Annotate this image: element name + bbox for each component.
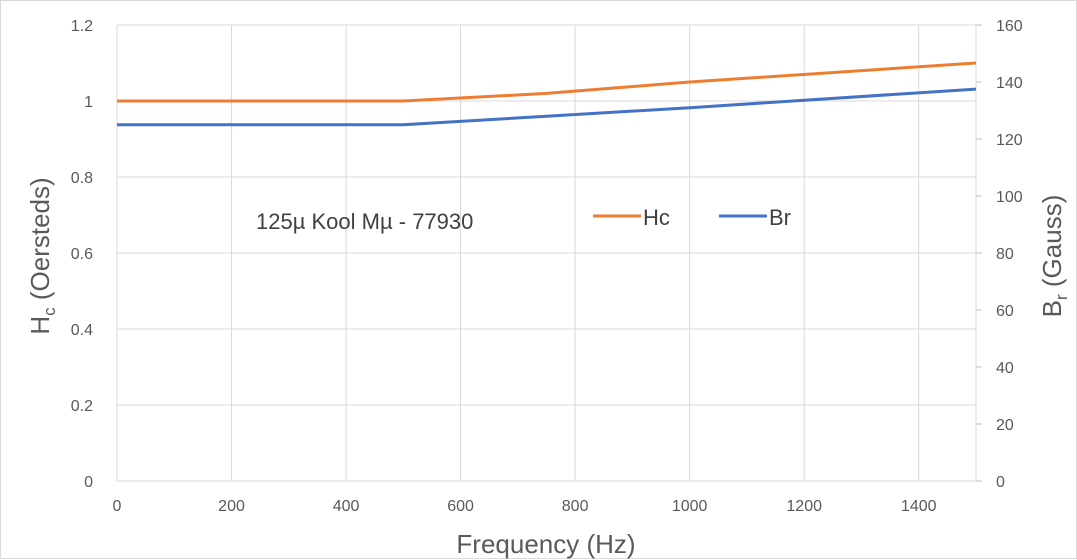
- x-axis-title: Frequency (Hz): [456, 529, 635, 559]
- right-axis-title: Br (Gauss): [1037, 195, 1071, 318]
- right-tick-label: 40: [996, 360, 1014, 377]
- right-axis-ticks: 0 20 40 60 80 100 120 140 160: [996, 18, 1023, 491]
- left-tick-label: 0.4: [71, 322, 93, 339]
- x-tick-label: 1200: [786, 498, 822, 515]
- x-tick-label: 400: [333, 498, 360, 515]
- x-tick-label: 1400: [901, 498, 937, 515]
- left-tick-label: 1.2: [71, 18, 93, 35]
- right-tick-label: 120: [996, 132, 1023, 149]
- legend-label-hc: Hc: [643, 205, 670, 230]
- left-tick-label: 0.6: [71, 246, 93, 263]
- left-tick-label: 0: [84, 474, 93, 491]
- right-tick-label: 140: [996, 75, 1023, 92]
- chart-annotation: 125µ Kool Mµ - 77930: [256, 209, 473, 234]
- series-line-hc: [117, 61, 977, 103]
- left-tick-label: 0.8: [71, 170, 93, 187]
- right-tick-label: 0: [996, 474, 1005, 491]
- x-axis-ticks: 0 200 400 600 800 1000 1200 1400: [113, 498, 937, 515]
- x-tick-label: 600: [447, 498, 474, 515]
- series-layer: [117, 61, 977, 127]
- right-tick-label: 60: [996, 303, 1014, 320]
- right-tick-label: 100: [996, 189, 1023, 206]
- legend-label-br: Br: [769, 205, 791, 230]
- series-line-br: [117, 87, 977, 127]
- right-tick-label: 160: [996, 18, 1023, 35]
- x-tick-label: 1000: [672, 498, 708, 515]
- right-tick-label: 80: [996, 246, 1014, 263]
- x-tick-label: 800: [562, 498, 589, 515]
- left-tick-label: 1: [84, 94, 93, 111]
- left-tick-label: 0.2: [71, 398, 93, 415]
- x-tick-label: 200: [218, 498, 245, 515]
- legend: Hc Br: [593, 205, 791, 230]
- left-axis-title: Hc (Oersteds): [25, 177, 59, 334]
- right-tick-label: 20: [996, 417, 1014, 434]
- left-axis-ticks: 0 0.2 0.4 0.6 0.8 1 1.2: [71, 18, 93, 491]
- x-tick-label: 0: [113, 498, 122, 515]
